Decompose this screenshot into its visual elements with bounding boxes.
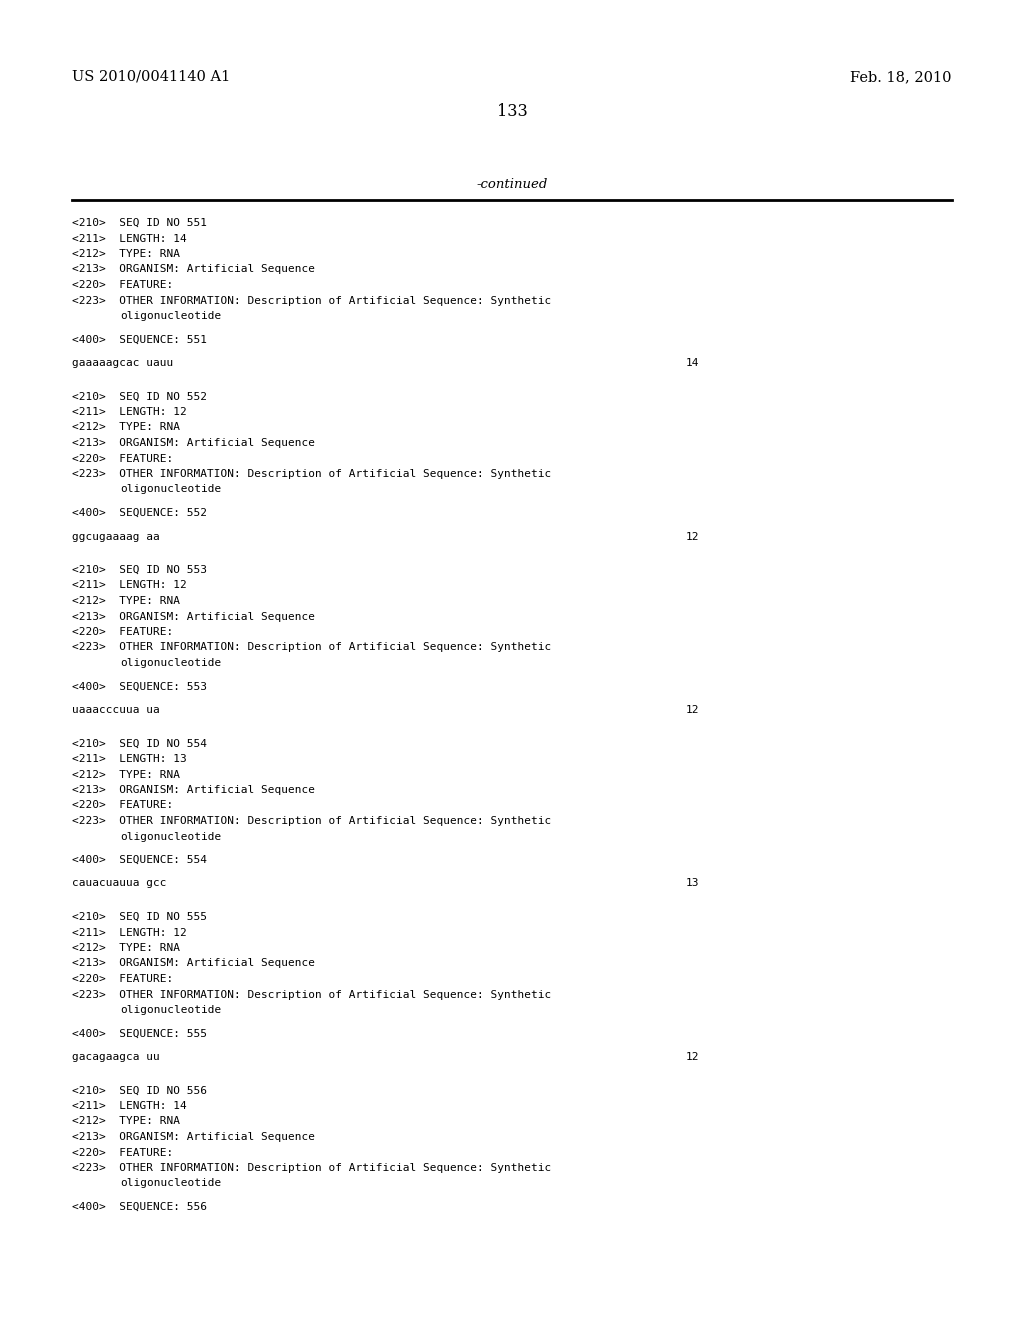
Text: <210>  SEQ ID NO 553: <210> SEQ ID NO 553 [72,565,207,576]
Text: 14: 14 [686,358,699,368]
Text: <213>  ORGANISM: Artificial Sequence: <213> ORGANISM: Artificial Sequence [72,785,315,795]
Text: <212>  TYPE: RNA: <212> TYPE: RNA [72,422,180,433]
Text: 12: 12 [686,705,699,715]
Text: <212>  TYPE: RNA: <212> TYPE: RNA [72,1117,180,1126]
Text: <211>  LENGTH: 14: <211> LENGTH: 14 [72,1101,186,1111]
Text: gacagaagca uu: gacagaagca uu [72,1052,160,1063]
Text: <211>  LENGTH: 13: <211> LENGTH: 13 [72,754,186,764]
Text: <400>  SEQUENCE: 551: <400> SEQUENCE: 551 [72,334,207,345]
Text: oligonucleotide: oligonucleotide [120,1179,221,1188]
Text: gaaaaagcac uauu: gaaaaagcac uauu [72,358,173,368]
Text: <212>  TYPE: RNA: <212> TYPE: RNA [72,942,180,953]
Text: <211>  LENGTH: 12: <211> LENGTH: 12 [72,581,186,590]
Text: <220>  FEATURE:: <220> FEATURE: [72,280,173,290]
Text: 13: 13 [686,879,699,888]
Text: uaaacccuua ua: uaaacccuua ua [72,705,160,715]
Text: <400>  SEQUENCE: 552: <400> SEQUENCE: 552 [72,508,207,517]
Text: Feb. 18, 2010: Feb. 18, 2010 [851,70,952,84]
Text: oligonucleotide: oligonucleotide [120,1005,221,1015]
Text: <213>  ORGANISM: Artificial Sequence: <213> ORGANISM: Artificial Sequence [72,958,315,969]
Text: US 2010/0041140 A1: US 2010/0041140 A1 [72,70,230,84]
Text: 12: 12 [686,1052,699,1063]
Text: <213>  ORGANISM: Artificial Sequence: <213> ORGANISM: Artificial Sequence [72,264,315,275]
Text: <210>  SEQ ID NO 551: <210> SEQ ID NO 551 [72,218,207,228]
Text: <212>  TYPE: RNA: <212> TYPE: RNA [72,770,180,780]
Text: <210>  SEQ ID NO 554: <210> SEQ ID NO 554 [72,738,207,748]
Text: <220>  FEATURE:: <220> FEATURE: [72,627,173,638]
Text: oligonucleotide: oligonucleotide [120,657,221,668]
Text: <213>  ORGANISM: Artificial Sequence: <213> ORGANISM: Artificial Sequence [72,438,315,447]
Text: <223>  OTHER INFORMATION: Description of Artificial Sequence: Synthetic: <223> OTHER INFORMATION: Description of … [72,816,551,826]
Text: <212>  TYPE: RNA: <212> TYPE: RNA [72,249,180,259]
Text: <400>  SEQUENCE: 554: <400> SEQUENCE: 554 [72,855,207,865]
Text: <220>  FEATURE:: <220> FEATURE: [72,974,173,983]
Text: <220>  FEATURE:: <220> FEATURE: [72,800,173,810]
Text: <213>  ORGANISM: Artificial Sequence: <213> ORGANISM: Artificial Sequence [72,611,315,622]
Text: <400>  SEQUENCE: 553: <400> SEQUENCE: 553 [72,681,207,692]
Text: <210>  SEQ ID NO 552: <210> SEQ ID NO 552 [72,392,207,401]
Text: 12: 12 [686,532,699,541]
Text: <223>  OTHER INFORMATION: Description of Artificial Sequence: Synthetic: <223> OTHER INFORMATION: Description of … [72,1163,551,1173]
Text: oligonucleotide: oligonucleotide [120,484,221,495]
Text: <210>  SEQ ID NO 555: <210> SEQ ID NO 555 [72,912,207,921]
Text: <400>  SEQUENCE: 556: <400> SEQUENCE: 556 [72,1203,207,1212]
Text: <223>  OTHER INFORMATION: Description of Artificial Sequence: Synthetic: <223> OTHER INFORMATION: Description of … [72,296,551,305]
Text: <211>  LENGTH: 12: <211> LENGTH: 12 [72,407,186,417]
Text: <400>  SEQUENCE: 555: <400> SEQUENCE: 555 [72,1028,207,1039]
Text: oligonucleotide: oligonucleotide [120,312,221,321]
Text: <211>  LENGTH: 12: <211> LENGTH: 12 [72,928,186,937]
Text: cauacuauua gcc: cauacuauua gcc [72,879,167,888]
Text: <213>  ORGANISM: Artificial Sequence: <213> ORGANISM: Artificial Sequence [72,1133,315,1142]
Text: <223>  OTHER INFORMATION: Description of Artificial Sequence: Synthetic: <223> OTHER INFORMATION: Description of … [72,643,551,652]
Text: <212>  TYPE: RNA: <212> TYPE: RNA [72,597,180,606]
Text: <223>  OTHER INFORMATION: Description of Artificial Sequence: Synthetic: <223> OTHER INFORMATION: Description of … [72,469,551,479]
Text: <220>  FEATURE:: <220> FEATURE: [72,454,173,463]
Text: <210>  SEQ ID NO 556: <210> SEQ ID NO 556 [72,1085,207,1096]
Text: <220>  FEATURE:: <220> FEATURE: [72,1147,173,1158]
Text: <211>  LENGTH: 14: <211> LENGTH: 14 [72,234,186,243]
Text: <223>  OTHER INFORMATION: Description of Artificial Sequence: Synthetic: <223> OTHER INFORMATION: Description of … [72,990,551,999]
Text: -continued: -continued [476,178,548,191]
Text: 133: 133 [497,103,527,120]
Text: oligonucleotide: oligonucleotide [120,832,221,842]
Text: ggcugaaaag aa: ggcugaaaag aa [72,532,160,541]
